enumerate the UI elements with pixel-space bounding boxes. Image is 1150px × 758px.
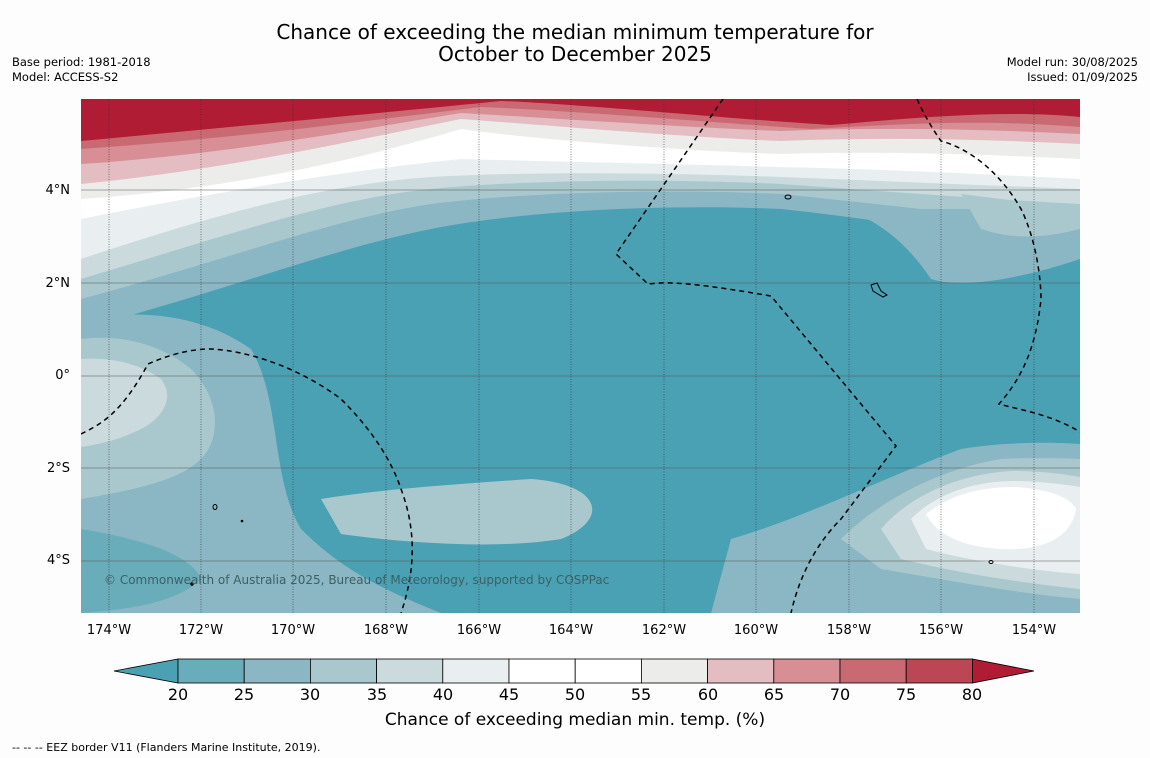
colorbar-tick-55: 55 — [630, 685, 652, 704]
lon-label-174w: 174°W — [86, 623, 132, 638]
colorbar — [113, 658, 1035, 684]
issued-text: Issued: 01/09/2025 — [1027, 70, 1138, 84]
model-run-text: Model run: 30/08/2025 — [1006, 55, 1138, 69]
colorbar-seg-50-55 — [574, 658, 642, 684]
graticule — [108, 99, 1035, 613]
colorbar-seg-70-75 — [839, 658, 907, 684]
eez-borders — [81, 99, 1080, 613]
colorbar-tick-60: 60 — [697, 685, 719, 704]
lat-label-2n: 2°N — [45, 276, 71, 291]
colorbar-seg-35-40 — [376, 658, 444, 684]
colorbar-seg-40-45 — [442, 658, 510, 684]
lon-label-164w: 164°W — [548, 623, 594, 638]
lon-label-172w: 172°W — [178, 623, 224, 638]
colorbar-tick-20: 20 — [167, 685, 189, 704]
west-band-40 — [81, 358, 168, 447]
forecast-map: © Commonwealth of Australia 2025, Bureau… — [81, 99, 1080, 613]
colorbar-tick-35: 35 — [366, 685, 388, 704]
colorbar-seg-45-50 — [508, 658, 576, 684]
island-a — [784, 194, 792, 200]
lat-label-2s: 2°S — [46, 461, 70, 476]
island-f — [190, 582, 194, 586]
parallels — [81, 189, 1080, 562]
lat-label-4s: 4°S — [46, 553, 70, 568]
lon-label-168w: 168°W — [363, 623, 409, 638]
island-d — [988, 560, 994, 564]
colorbar-seg-25-30 — [243, 658, 311, 684]
eez-border-east — [916, 99, 1080, 433]
colorbar-high-arrow — [972, 658, 1035, 684]
lon-label-166w: 166°W — [456, 623, 502, 638]
lon-label-162w: 162°W — [641, 623, 687, 638]
base-period-text: Base period: 1981-2018 — [12, 55, 151, 69]
islands — [190, 194, 994, 586]
colorbar-tick-45: 45 — [498, 685, 520, 704]
east-band-35 — [961, 194, 1080, 237]
west-band-35b — [321, 479, 593, 545]
map-title-line1: Chance of exceeding the median minimum t… — [276, 20, 874, 44]
colorbar-seg-20-25 — [177, 658, 245, 684]
colorbar-seg-60-65 — [707, 658, 775, 684]
island-e — [240, 519, 244, 523]
eez-border-central — [615, 99, 897, 613]
map-title-line2: October to December 2025 — [438, 42, 712, 66]
meta-left: Base period: 1981-2018 Model: ACCESS-S2 — [12, 55, 151, 85]
colorbar-seg-30-35 — [309, 658, 377, 684]
copyright-text: © Commonwealth of Australia 2025, Bureau… — [104, 573, 609, 587]
colorbar-tick-25: 25 — [233, 685, 255, 704]
colorbar-tick-30: 30 — [299, 685, 321, 704]
colorbar-tick-80: 80 — [961, 685, 983, 704]
colorbar-title: Chance of exceeding median min. temp. (%… — [384, 710, 766, 730]
colorbar-seg-75-80 — [905, 658, 973, 684]
colorbar-seg-55-60 — [641, 658, 709, 684]
lat-label-4n: 4°N — [45, 183, 71, 198]
island-b — [870, 282, 888, 298]
lon-label-170w: 170°W — [270, 623, 316, 638]
island-c — [212, 504, 218, 510]
lon-label-158w: 158°W — [826, 623, 872, 638]
colorbar-seg-65-70 — [773, 658, 841, 684]
band-80 — [81, 99, 1080, 141]
se-band-50 — [926, 487, 1076, 550]
model-text: Model: ACCESS-S2 — [12, 70, 119, 84]
lon-label-160w: 160°W — [733, 623, 779, 638]
lat-label-0: 0° — [55, 368, 70, 383]
lon-label-156w: 156°W — [918, 623, 964, 638]
colorbar-tick-65: 65 — [763, 685, 785, 704]
colorbar-low-arrow — [113, 658, 179, 684]
meta-right: Model run: 30/08/2025 Issued: 01/09/2025 — [1007, 55, 1138, 85]
west-band-25 — [81, 529, 201, 613]
colorbar-tick-50: 50 — [564, 685, 586, 704]
colorbar-tick-70: 70 — [829, 685, 851, 704]
lon-label-154w: 154°W — [1011, 623, 1057, 638]
colorbar-tick-40: 40 — [432, 685, 454, 704]
colorbar-tick-75: 75 — [895, 685, 917, 704]
eez-footnote: -- -- -- EEZ border V11 (Flanders Marine… — [12, 741, 321, 754]
eez-border-west — [81, 348, 413, 613]
